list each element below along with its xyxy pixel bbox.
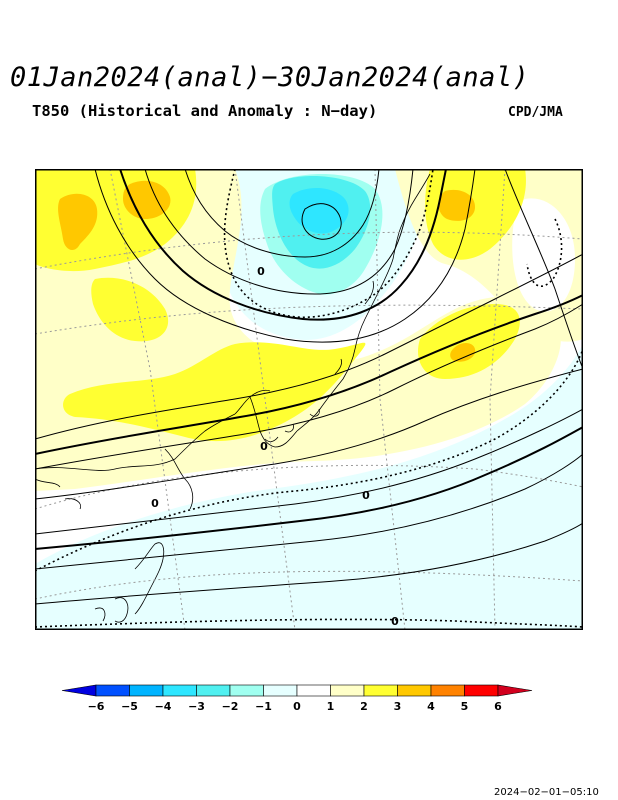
colorbar-cell [263,684,298,697]
contour-label: 0 [151,497,159,510]
graticule [35,169,583,630]
contour-label: 0 [257,265,265,278]
anomaly-zero-contours [35,169,583,628]
timestamp: 2024−02−01−05:10 [494,787,599,798]
colorbar-cell [464,684,499,697]
map-border [35,169,583,630]
colorbar-tick-label: 5 [461,700,469,713]
chart-title: 01Jan2024(anal)−30Jan2024(anal) [10,62,530,93]
anomaly-pos3-nw2 [123,180,171,219]
colorbar-cell [430,684,465,697]
colorbar-cell [162,684,197,697]
credit-label: CPD/JMA [508,105,563,120]
colorbar-tick-label: −3 [188,700,205,713]
colorbar-tick-label: 2 [360,700,368,713]
isotherm-contours [35,169,583,605]
anomaly-neg1-south [35,344,583,630]
colorbar-tick-label: 3 [394,700,402,713]
anomaly-pos3-ne [438,189,475,221]
colorbar-cell [196,684,231,697]
contour-label: 0 [362,489,370,502]
colorbar-cell [397,684,432,697]
anomaly-pos2-east [417,304,520,379]
colorbar-tick-label: −4 [155,700,172,713]
anomaly-pos2-west [63,342,366,442]
anomaly-pos3-east [450,343,476,362]
isotherm-thick-contours [35,169,583,550]
contour-label: 0 [260,440,268,453]
colorbar-tick-label: −1 [255,700,272,713]
contour-label: 0 [391,615,399,628]
colorbar-tick-label: −2 [222,700,239,713]
colorbar-tick-label: 0 [293,700,301,713]
colorbar-cell [95,684,130,697]
anomaly-pos3-nw [58,193,98,251]
colorbar-max-arrow [497,684,533,697]
colorbar-tick-label: 4 [427,700,435,713]
colorbar-cell [296,684,331,697]
colorbar-cell [129,684,164,697]
colorbar-cell [229,684,264,697]
anomaly-neg4 [289,187,349,234]
colorbar-min-arrow [61,684,97,697]
colorbar-tick-label: −6 [88,700,105,713]
coastlines [35,173,431,623]
colorbar-cell [330,684,365,697]
colorbar-tick-label: −5 [121,700,138,713]
colorbar-legend: −6 −5 −4 −3 −2 −1 0 1 2 3 4 5 6 [60,682,540,722]
anomaly-pos2-nw2 [91,277,169,342]
colorbar-tick-label: 6 [494,700,502,713]
colorbar-cell [363,684,398,697]
anomaly-zero-ne [512,198,575,312]
anomaly-map: 0 0 0 0 0 [35,169,583,630]
chart-subtitle: T850 (Historical and Anomaly : N−day) [32,102,378,120]
colorbar-tick-label: 1 [327,700,335,713]
